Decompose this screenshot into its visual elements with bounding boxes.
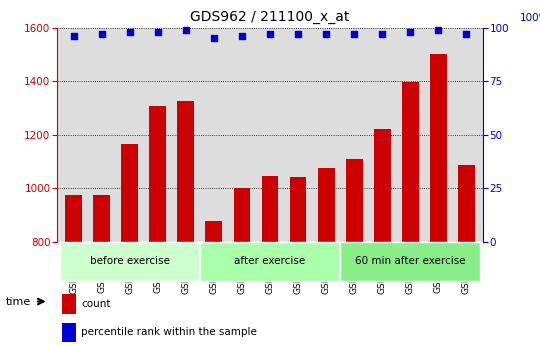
Point xyxy=(125,29,134,34)
Point xyxy=(153,29,162,34)
Text: time: time xyxy=(5,297,31,306)
Bar xyxy=(261,176,279,345)
Point xyxy=(434,27,443,32)
Bar xyxy=(374,129,390,345)
Point xyxy=(406,29,415,34)
Point xyxy=(322,31,330,37)
Text: 100%: 100% xyxy=(519,13,540,23)
Point xyxy=(210,36,218,41)
Text: percentile rank within the sample: percentile rank within the sample xyxy=(81,327,257,337)
Point xyxy=(294,31,302,37)
Bar xyxy=(430,55,447,345)
Bar xyxy=(65,195,82,345)
Bar xyxy=(150,107,166,345)
Point xyxy=(69,33,78,39)
Text: count: count xyxy=(81,299,111,309)
Text: before exercise: before exercise xyxy=(90,256,170,266)
Bar xyxy=(233,188,251,345)
Point xyxy=(181,27,190,32)
Bar xyxy=(340,241,481,281)
Bar xyxy=(346,159,363,345)
Point xyxy=(378,31,387,37)
Bar xyxy=(177,101,194,345)
Bar xyxy=(122,144,138,345)
Bar xyxy=(402,82,418,345)
Bar xyxy=(458,165,475,345)
Point xyxy=(266,31,274,37)
Point xyxy=(97,31,106,37)
Point xyxy=(462,31,471,37)
Point xyxy=(350,31,359,37)
Bar xyxy=(62,323,76,342)
Bar xyxy=(93,195,110,345)
Text: after exercise: after exercise xyxy=(234,256,306,266)
Title: GDS962 / 211100_x_at: GDS962 / 211100_x_at xyxy=(190,10,350,24)
Point xyxy=(238,33,246,39)
Bar xyxy=(205,221,222,345)
Bar xyxy=(62,294,76,314)
Bar xyxy=(318,168,335,345)
Bar xyxy=(200,241,340,281)
Bar xyxy=(289,177,307,345)
Text: 60 min after exercise: 60 min after exercise xyxy=(355,256,465,266)
Bar xyxy=(59,241,200,281)
